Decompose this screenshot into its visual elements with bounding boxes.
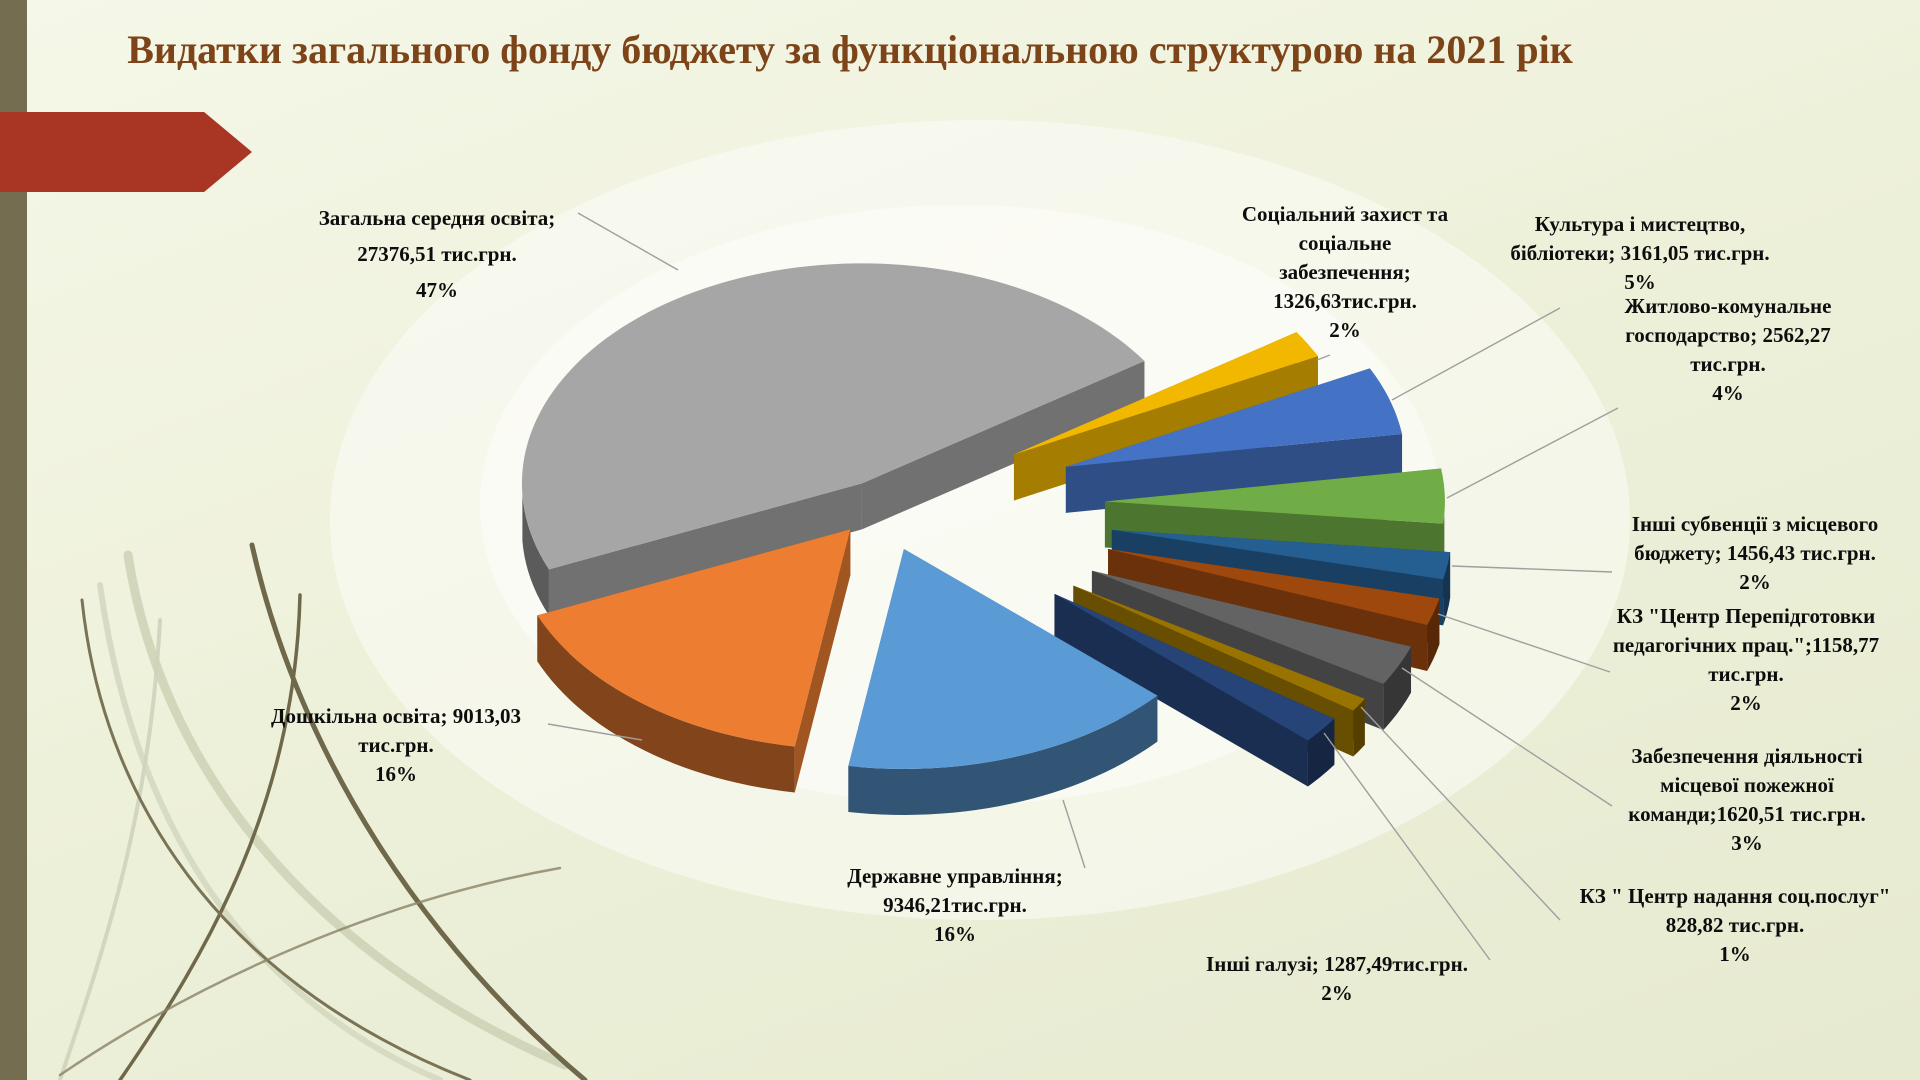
label-inshi-haluzi: Інші галузі; 1287,49тис.грн. 2% [1206,952,1468,1005]
pie-slice-10-wall [537,615,795,793]
label-zhytlovo-komunalne: Житлово-комунальне господарство; 2562,27… [1624,294,1832,405]
pie-slice-group-10 [537,529,851,793]
pie-slice-6-top [1091,570,1412,685]
pie-slice-9-top [848,548,1158,769]
pie-slice-9-wall [848,695,1158,815]
pie-slice-group-0 [521,263,1145,616]
pie-slice-group-2 [1065,368,1403,513]
pie-slice-5-wall [1427,598,1440,671]
pie-slice-3-top [1104,468,1445,524]
decorative-stems [58,542,588,1080]
pie-slice-2-top [1065,368,1403,467]
pie-slice-8-cut-face-1 [1054,593,1308,787]
red-arrow-shape [0,112,252,192]
label-doshkilna-osvita: Дошкільна освіта; 9013,03 тис.грн. 16% [271,704,521,786]
pie-slice-6-wall [1383,646,1412,731]
label-zahalna-serednia-osvita: Загальна середня освіта; 27376,51 тис.гр… [318,206,556,302]
pie-slice-5-top [1108,548,1440,625]
leader-line-7 [1360,706,1561,921]
pie-slice-0-cut-face-0 [548,483,862,616]
pie-slice-10-cut-face-0 [794,529,851,793]
pie-slice-8-top [1054,593,1335,741]
leader-line-6 [1401,667,1613,807]
pie-slice-4-wall [1443,552,1451,626]
pie-slice-2-cut-face-1 [1065,433,1403,513]
slide-title: Видатки загального фонду бюджету за функ… [127,27,1573,72]
pie-slice-4-top [1111,529,1451,580]
leader-line-2 [1391,307,1561,401]
pie-slice-0-top [521,263,1145,570]
pie-slice-0-wall [522,494,549,616]
leader-line-4 [1451,565,1613,573]
leader-line-9 [1062,799,1086,869]
label-pozhezhna-komanda: Забезпечення діяльності місцевої пожежно… [1628,744,1866,855]
label-sotsialnyi-zakhyst: Соціальний захист та соціальне забезпече… [1241,202,1449,342]
leader-line-5 [1437,613,1611,673]
pie-slice-7-wall [1353,698,1365,757]
pie-slice-8-wall [1307,718,1335,787]
pie-slice-group-8 [1054,593,1335,787]
leader-line-8 [1323,732,1491,961]
pie-slice-0-cut-face-1 [861,360,1145,530]
label-kz-perepidhotovky: КЗ "Центр Перепідготовки педагогічних пр… [1612,604,1880,715]
leader-line-0 [577,212,679,271]
pie-slice-7-top [1073,585,1365,711]
leader-line-1 [1316,354,1331,361]
leader-line-10 [547,723,643,741]
label-derzhavne-upravlinnia: Державне управління; 9346,21тис.грн. 16% [847,864,1063,946]
pie-slice-1-top [1013,332,1318,455]
leader-line-3 [1446,407,1619,499]
label-kultura-mystetstvo: Культура і мистецтво, бібліотеки; 3161,0… [1510,212,1770,294]
pie-slice-10-top [537,529,851,747]
label-inshi-subventsii: Інші субвенції з місцевого бюджету; 1456… [1631,512,1879,594]
label-kz-sots-posluh: КЗ " Центр надання соц.послуг" 828,82 ти… [1579,884,1891,966]
pie-slice-group-9 [848,548,1158,815]
